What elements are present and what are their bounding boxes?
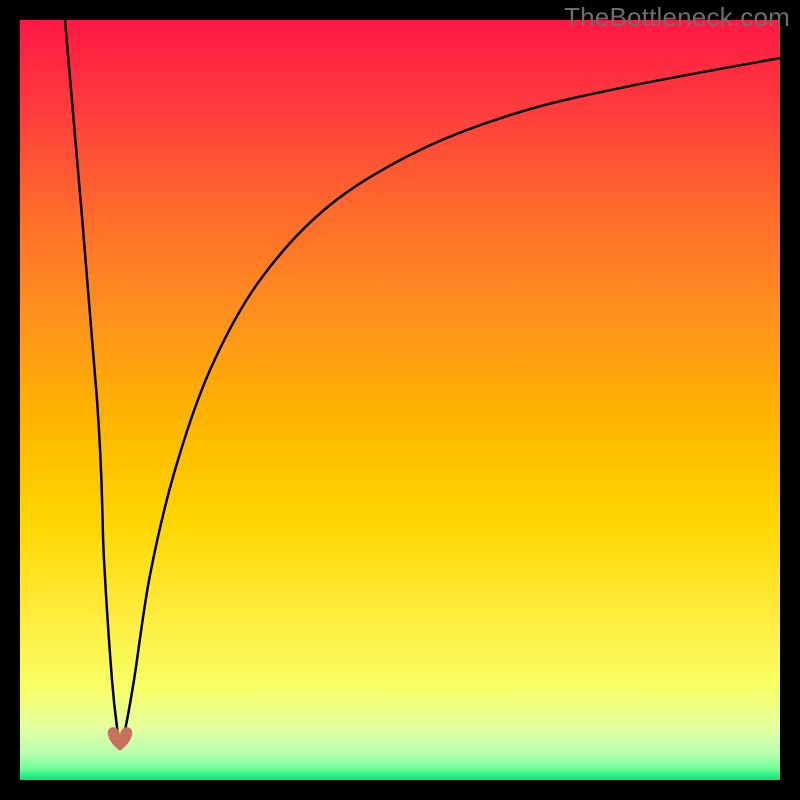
frame-left (0, 0, 20, 800)
bottleneck-chart (0, 0, 800, 800)
frame-bottom (0, 780, 800, 800)
watermark-text: TheBottleneck.com (564, 2, 790, 33)
frame-right (780, 0, 800, 800)
gradient-background (20, 20, 780, 780)
